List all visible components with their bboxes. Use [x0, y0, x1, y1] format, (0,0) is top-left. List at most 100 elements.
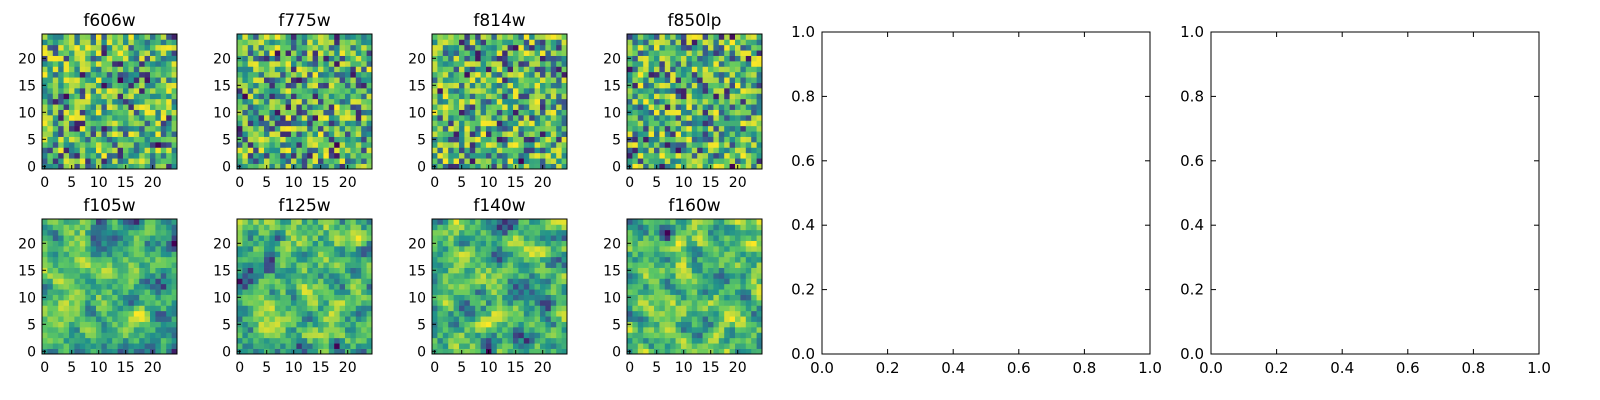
x-tick-label: 5 — [67, 175, 76, 191]
heatmap-cell — [301, 289, 308, 295]
heatmap-cell — [79, 115, 86, 121]
heatmap-cell — [437, 131, 444, 137]
heatmap-cell — [117, 98, 124, 105]
heatmap-cell — [350, 332, 357, 339]
heatmap-cell — [442, 77, 449, 83]
heatmap-cell — [469, 98, 476, 105]
heatmap-cell — [112, 273, 118, 279]
heatmap-cell — [545, 294, 552, 301]
heatmap-cell — [74, 219, 81, 225]
heatmap-cell — [318, 278, 324, 285]
heatmap-cell — [247, 240, 254, 247]
heatmap-cell — [42, 229, 48, 236]
heatmap-cell — [469, 294, 476, 301]
heatmap-cell — [523, 267, 530, 274]
heatmap-cell — [334, 125, 340, 132]
heatmap-cell — [448, 348, 454, 355]
heatmap-cell — [345, 93, 351, 100]
heatmap-cell — [296, 235, 303, 241]
heatmap-cell — [502, 240, 508, 247]
heatmap-cell — [106, 39, 113, 46]
heatmap-cell — [307, 61, 313, 67]
heatmap-cell — [160, 343, 167, 349]
heatmap-cell — [718, 256, 725, 263]
heatmap-cell — [117, 104, 124, 110]
heatmap-cell — [442, 98, 449, 105]
heatmap-cell — [106, 246, 113, 252]
heatmap-cell — [724, 34, 730, 40]
heatmap-cell — [150, 98, 156, 105]
heatmap-cell — [253, 71, 259, 78]
heatmap-cell — [534, 109, 541, 116]
heatmap-cell — [312, 142, 319, 148]
heatmap-cell — [756, 93, 763, 100]
heatmap-cell — [144, 305, 151, 312]
heatmap-cell — [453, 136, 460, 143]
heatmap-cell — [675, 332, 682, 339]
heatmap-cell — [718, 34, 725, 40]
heatmap-cell — [464, 131, 471, 137]
heatmap-cell — [361, 44, 367, 51]
heatmap-cell — [112, 34, 118, 40]
heatmap-cell — [545, 136, 552, 143]
heatmap-cell — [540, 337, 546, 344]
heatmap-cell — [702, 332, 709, 339]
heatmap-cell — [523, 147, 530, 154]
heatmap-cell — [318, 104, 324, 110]
heatmap-cell — [96, 289, 102, 295]
heatmap-cell — [437, 77, 444, 83]
heatmap-cell — [155, 300, 162, 306]
heatmap-cell — [79, 283, 86, 290]
heatmap-cell — [534, 147, 541, 154]
heatmap-cell — [160, 327, 167, 333]
heatmap-cell — [632, 251, 639, 258]
heatmap-cell — [328, 115, 335, 121]
heatmap-cell — [745, 321, 752, 328]
heatmap-cell — [735, 256, 741, 263]
heatmap-cell — [534, 246, 541, 252]
heatmap-cell — [708, 104, 714, 110]
heatmap-cell — [155, 267, 162, 274]
heatmap-cell — [296, 104, 303, 110]
heatmap-cell — [90, 109, 97, 116]
heatmap-cell — [112, 66, 118, 73]
heatmap-cell — [453, 267, 460, 274]
heatmap-cell — [318, 50, 324, 56]
heatmap-cell — [291, 34, 297, 40]
heatmap-cell — [47, 240, 54, 247]
heatmap-cell — [296, 61, 303, 67]
heatmap-cell — [106, 163, 113, 170]
heatmap-cell — [155, 34, 162, 40]
heatmap-cell — [339, 34, 346, 40]
heatmap-cell — [718, 125, 725, 132]
heatmap-cell — [453, 289, 460, 295]
heatmap-cell — [643, 321, 649, 328]
heatmap-cell — [529, 262, 535, 268]
heatmap-cell — [106, 82, 113, 89]
heatmap-cell — [63, 93, 70, 100]
heatmap-cell — [643, 294, 649, 301]
heatmap-cell — [702, 267, 709, 274]
heatmap-cell — [160, 66, 167, 73]
heatmap-cell — [242, 34, 249, 40]
heatmap-cell — [42, 316, 48, 322]
heatmap-cell — [529, 39, 535, 46]
heatmap-cell — [323, 343, 330, 349]
heatmap-cell — [150, 158, 156, 164]
heatmap-cell — [534, 305, 541, 312]
heatmap-cell — [291, 235, 297, 241]
heatmap-cell — [339, 337, 346, 344]
heatmap-cell — [117, 219, 124, 225]
heatmap-cell — [675, 39, 682, 46]
heatmap-cell — [323, 98, 330, 105]
heatmap-cell — [296, 120, 303, 127]
heatmap-cell — [237, 147, 243, 154]
heatmap-cell — [42, 332, 48, 339]
heatmap-cell — [513, 332, 519, 339]
heatmap-cell — [448, 278, 454, 285]
heatmap-cell — [253, 289, 259, 295]
heatmap-cell — [112, 93, 118, 100]
heatmap-cell — [318, 158, 324, 164]
heatmap-cell — [328, 219, 335, 225]
